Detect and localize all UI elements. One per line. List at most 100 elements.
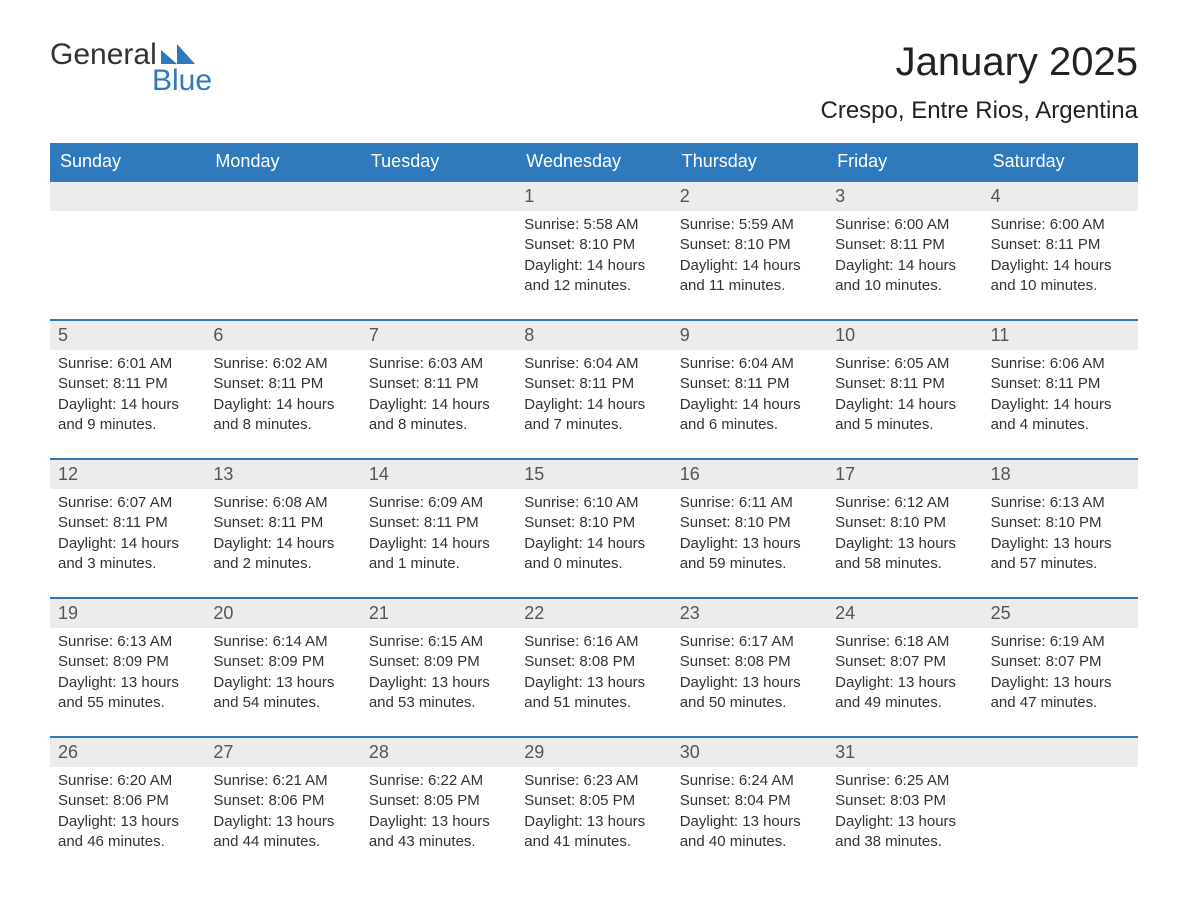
sunset-text: Sunset: 8:10 PM [524, 235, 663, 255]
day-number: 24 [827, 599, 982, 628]
day-number-row: 19202122232425 [50, 599, 1138, 628]
day-number [205, 182, 360, 211]
sunset-text: Sunset: 8:06 PM [213, 791, 352, 811]
day-cell: Sunrise: 6:09 AMSunset: 8:11 PMDaylight:… [361, 489, 516, 597]
day-number: 9 [672, 321, 827, 350]
day-cell [50, 211, 205, 319]
sunset-text: Sunset: 8:05 PM [524, 791, 663, 811]
daylight-text: Daylight: 14 hours and 4 minutes. [991, 395, 1130, 436]
sunrise-text: Sunrise: 6:11 AM [680, 493, 819, 513]
sunrise-text: Sunrise: 5:59 AM [680, 215, 819, 235]
day-cell: Sunrise: 6:15 AMSunset: 8:09 PMDaylight:… [361, 628, 516, 736]
sunrise-text: Sunrise: 6:20 AM [58, 771, 197, 791]
day-number: 8 [516, 321, 671, 350]
day-number: 5 [50, 321, 205, 350]
week-block: 12131415161718Sunrise: 6:07 AMSunset: 8:… [50, 458, 1138, 597]
day-cell: Sunrise: 6:01 AMSunset: 8:11 PMDaylight:… [50, 350, 205, 458]
logo-word1: General [50, 40, 157, 70]
sunrise-text: Sunrise: 5:58 AM [524, 215, 663, 235]
sunset-text: Sunset: 8:11 PM [58, 374, 197, 394]
day-cell: Sunrise: 6:20 AMSunset: 8:06 PMDaylight:… [50, 767, 205, 875]
day-cell [361, 211, 516, 319]
daylight-text: Daylight: 13 hours and 55 minutes. [58, 673, 197, 714]
day-number: 29 [516, 738, 671, 767]
day-number: 18 [983, 460, 1138, 489]
day-cell: Sunrise: 6:11 AMSunset: 8:10 PMDaylight:… [672, 489, 827, 597]
day-cell: Sunrise: 6:21 AMSunset: 8:06 PMDaylight:… [205, 767, 360, 875]
daylight-text: Daylight: 14 hours and 11 minutes. [680, 256, 819, 297]
day-cell: Sunrise: 6:08 AMSunset: 8:11 PMDaylight:… [205, 489, 360, 597]
sunrise-text: Sunrise: 6:14 AM [213, 632, 352, 652]
daylight-text: Daylight: 14 hours and 7 minutes. [524, 395, 663, 436]
logo-word2: Blue [152, 66, 212, 96]
daylight-text: Daylight: 14 hours and 8 minutes. [369, 395, 508, 436]
day-number: 12 [50, 460, 205, 489]
sunrise-text: Sunrise: 6:23 AM [524, 771, 663, 791]
sunset-text: Sunset: 8:10 PM [680, 235, 819, 255]
daylight-text: Daylight: 13 hours and 54 minutes. [213, 673, 352, 714]
day-cell: Sunrise: 6:13 AMSunset: 8:10 PMDaylight:… [983, 489, 1138, 597]
daylight-text: Daylight: 14 hours and 10 minutes. [835, 256, 974, 297]
sunrise-text: Sunrise: 6:10 AM [524, 493, 663, 513]
sunrise-text: Sunrise: 6:22 AM [369, 771, 508, 791]
day-content-row: Sunrise: 6:07 AMSunset: 8:11 PMDaylight:… [50, 489, 1138, 597]
day-number: 17 [827, 460, 982, 489]
day-cell: Sunrise: 6:06 AMSunset: 8:11 PMDaylight:… [983, 350, 1138, 458]
sunrise-text: Sunrise: 6:12 AM [835, 493, 974, 513]
daylight-text: Daylight: 14 hours and 12 minutes. [524, 256, 663, 297]
day-content-row: Sunrise: 6:01 AMSunset: 8:11 PMDaylight:… [50, 350, 1138, 458]
daylight-text: Daylight: 13 hours and 59 minutes. [680, 534, 819, 575]
sunrise-text: Sunrise: 6:09 AM [369, 493, 508, 513]
sunrise-text: Sunrise: 6:15 AM [369, 632, 508, 652]
daylight-text: Daylight: 13 hours and 43 minutes. [369, 812, 508, 853]
day-cell: Sunrise: 6:13 AMSunset: 8:09 PMDaylight:… [50, 628, 205, 736]
daylight-text: Daylight: 13 hours and 38 minutes. [835, 812, 974, 853]
day-cell: Sunrise: 6:05 AMSunset: 8:11 PMDaylight:… [827, 350, 982, 458]
sunset-text: Sunset: 8:11 PM [835, 374, 974, 394]
day-number: 10 [827, 321, 982, 350]
day-cell: Sunrise: 6:18 AMSunset: 8:07 PMDaylight:… [827, 628, 982, 736]
sunset-text: Sunset: 8:07 PM [991, 652, 1130, 672]
day-number [50, 182, 205, 211]
sunrise-text: Sunrise: 6:16 AM [524, 632, 663, 652]
weekday-header: Wednesday [516, 143, 671, 182]
sunrise-text: Sunrise: 6:05 AM [835, 354, 974, 374]
daylight-text: Daylight: 14 hours and 3 minutes. [58, 534, 197, 575]
daylight-text: Daylight: 13 hours and 44 minutes. [213, 812, 352, 853]
day-number-row: 567891011 [50, 321, 1138, 350]
calendar: Sunday Monday Tuesday Wednesday Thursday… [50, 143, 1138, 875]
page-header: General Blue January 2025 Crespo, Entre … [50, 40, 1138, 125]
sunset-text: Sunset: 8:09 PM [213, 652, 352, 672]
day-number: 3 [827, 182, 982, 211]
day-cell: Sunrise: 6:03 AMSunset: 8:11 PMDaylight:… [361, 350, 516, 458]
day-cell: Sunrise: 6:14 AMSunset: 8:09 PMDaylight:… [205, 628, 360, 736]
weekday-header: Tuesday [361, 143, 516, 182]
sunset-text: Sunset: 8:03 PM [835, 791, 974, 811]
sunrise-text: Sunrise: 6:06 AM [991, 354, 1130, 374]
daylight-text: Daylight: 13 hours and 47 minutes. [991, 673, 1130, 714]
day-cell: Sunrise: 6:00 AMSunset: 8:11 PMDaylight:… [827, 211, 982, 319]
daylight-text: Daylight: 13 hours and 53 minutes. [369, 673, 508, 714]
daylight-text: Daylight: 14 hours and 0 minutes. [524, 534, 663, 575]
sunset-text: Sunset: 8:11 PM [369, 374, 508, 394]
sunset-text: Sunset: 8:11 PM [680, 374, 819, 394]
daylight-text: Daylight: 14 hours and 2 minutes. [213, 534, 352, 575]
day-cell: Sunrise: 6:25 AMSunset: 8:03 PMDaylight:… [827, 767, 982, 875]
day-number-row: 12131415161718 [50, 460, 1138, 489]
day-number: 27 [205, 738, 360, 767]
sunset-text: Sunset: 8:09 PM [369, 652, 508, 672]
day-content-row: Sunrise: 6:13 AMSunset: 8:09 PMDaylight:… [50, 628, 1138, 736]
day-number: 13 [205, 460, 360, 489]
daylight-text: Daylight: 13 hours and 57 minutes. [991, 534, 1130, 575]
sunrise-text: Sunrise: 6:00 AM [991, 215, 1130, 235]
day-number: 26 [50, 738, 205, 767]
sunset-text: Sunset: 8:06 PM [58, 791, 197, 811]
sunrise-text: Sunrise: 6:18 AM [835, 632, 974, 652]
sunrise-text: Sunrise: 6:17 AM [680, 632, 819, 652]
weekday-header: Monday [205, 143, 360, 182]
day-cell: Sunrise: 6:12 AMSunset: 8:10 PMDaylight:… [827, 489, 982, 597]
daylight-text: Daylight: 13 hours and 46 minutes. [58, 812, 197, 853]
sunrise-text: Sunrise: 6:00 AM [835, 215, 974, 235]
day-number: 19 [50, 599, 205, 628]
day-number: 31 [827, 738, 982, 767]
